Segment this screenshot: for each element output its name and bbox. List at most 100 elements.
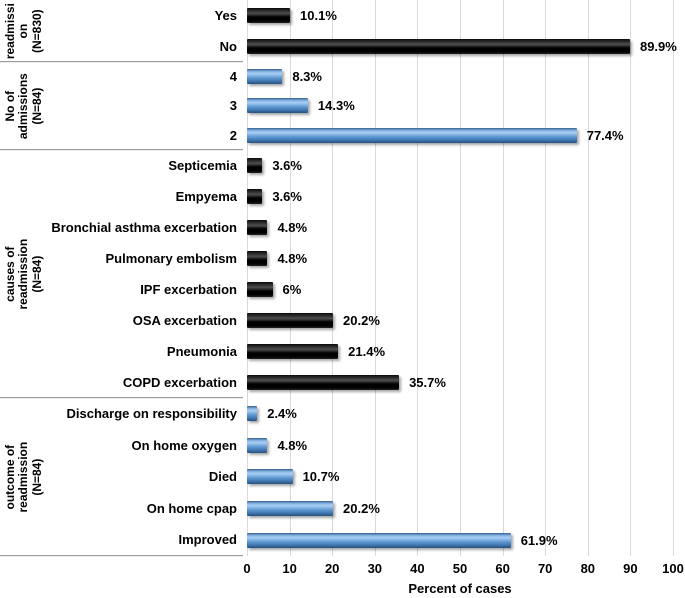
category-label: Discharge on responsibility	[66, 405, 238, 421]
bar	[247, 469, 293, 485]
bar-track: 4.8%	[247, 250, 685, 268]
bar-track: 21.4%	[247, 343, 685, 361]
category-label: 4	[229, 68, 237, 84]
bar	[247, 375, 400, 390]
bar-value-label: 20.2%	[343, 313, 380, 328]
x-axis-tick: 10	[282, 561, 297, 576]
bar-track: 14.3%	[247, 97, 685, 115]
x-axis-title: Percent of cases	[408, 581, 512, 596]
gridline	[630, 0, 632, 556]
x-axis: 0 10 20 30 40 50 60 70 80 90 100	[243, 561, 683, 579]
bar-track: 2.4%	[247, 405, 685, 423]
bar-value-label: 8.3%	[292, 69, 322, 85]
group-label: readmissi on (N=830)	[0, 0, 48, 62]
chart-row: Discharge on responsibility 2.4%	[0, 398, 685, 430]
chart-row: Yes 10.1%	[0, 0, 685, 31]
chart-row: IPF excerbation 6%	[0, 274, 685, 305]
bar-value-label: 21.4%	[348, 344, 386, 359]
x-axis-tick: 70	[537, 561, 553, 576]
category-label: On home oxygen	[131, 437, 237, 453]
chart-row: 4 8.3%	[0, 62, 685, 91]
gridline	[289, 0, 291, 556]
bar-value-label: 10.7%	[302, 469, 340, 485]
bar	[247, 69, 283, 85]
chart-row: 2 77.4%	[0, 121, 685, 150]
bar	[247, 344, 339, 359]
gridline	[460, 0, 461, 556]
bar-track: 20.2%	[247, 500, 685, 518]
group-section: causes of readmission (N=84) Septicemia 3.…	[0, 150, 685, 398]
chart-row: Empyema 3.6%	[0, 181, 685, 212]
bar	[247, 158, 263, 173]
section-divider	[0, 149, 243, 150]
chart-row: COPD excerbation 35.7%	[0, 367, 685, 398]
x-axis-tick: 50	[452, 561, 468, 576]
chart-row: Septicemia 3.6%	[0, 150, 685, 181]
bar-track: 3.6%	[247, 188, 685, 206]
gridline	[502, 0, 504, 556]
gridline	[417, 0, 419, 556]
category-label: Pneumonia	[166, 343, 237, 359]
bar-value-label: 4.8%	[277, 437, 308, 453]
x-axis-tick: 30	[367, 561, 383, 576]
gridline	[374, 0, 376, 556]
group-rows: Yes 10.1% No 89.9%	[0, 0, 685, 62]
chart-row: Pneumonia 21.4%	[0, 336, 685, 367]
category-label: Improved	[178, 532, 237, 548]
bar-value-label: 14.3%	[317, 98, 355, 114]
category-label: Bronchial asthma excerbation	[51, 219, 237, 235]
chart-row: OSA excerbation 20.2%	[0, 305, 685, 336]
chart-row: 3 14.3%	[0, 91, 685, 120]
bar-track: 20.2%	[247, 312, 685, 330]
bar-track: 4.8%	[247, 219, 685, 237]
bar-track: 35.7%	[247, 374, 685, 392]
x-axis-tick: 40	[410, 561, 425, 576]
gridline	[332, 0, 334, 556]
bar-value-label: 89.9%	[639, 39, 677, 54]
bar-track: 8.3%	[247, 68, 685, 86]
chart-row: Died 10.7%	[0, 461, 685, 493]
bar	[247, 127, 577, 143]
section-divider	[0, 61, 243, 62]
group-label-text: causes of readmission (N=84)	[2, 238, 44, 310]
chart-row: Pulmonary embolism 4.8%	[0, 243, 685, 274]
category-label: 2	[229, 127, 237, 143]
bar-track: 89.9%	[247, 38, 685, 56]
gridline	[587, 0, 589, 556]
bar	[247, 437, 268, 453]
group-section: outcome of readmission (N=84) Discharge o…	[0, 398, 685, 556]
category-label: 3	[229, 98, 237, 114]
bar-track: 61.9%	[247, 531, 685, 549]
bar-track: 6%	[247, 281, 685, 299]
category-label: On home cpap	[146, 500, 237, 516]
plot-area	[247, 0, 674, 556]
bar	[247, 98, 308, 114]
bar	[247, 406, 258, 422]
group-label: outcome of readmission (N=84)	[0, 398, 48, 556]
chart-row: On home oxygen 4.8%	[0, 430, 685, 462]
bar-track: 3.6%	[247, 157, 685, 175]
category-label: IPF excerbation	[140, 281, 237, 297]
bar-value-label: 2.4%	[267, 406, 297, 422]
group-label-text: outcome of readmission (N=84)	[2, 441, 44, 513]
category-label: No	[219, 38, 237, 54]
category-label: Septicemia	[168, 157, 237, 173]
section-divider	[0, 555, 243, 556]
gridline	[247, 0, 248, 556]
bar-value-label: 6%	[282, 282, 302, 297]
gridline	[545, 0, 547, 556]
chart-row: Improved 61.9%	[0, 524, 685, 556]
section-divider	[0, 397, 243, 398]
bar	[247, 39, 630, 54]
bar-value-label: 77.4%	[586, 127, 624, 143]
bar-value-label: 4.8%	[277, 251, 308, 266]
bar-track: 4.8%	[247, 436, 685, 454]
bar	[247, 501, 334, 517]
category-label: Empyema	[175, 188, 237, 204]
x-axis-tick: 20	[324, 561, 340, 576]
group-rows: Discharge on responsibility 2.4% On home o…	[0, 398, 685, 556]
bar-value-label: 20.2%	[343, 501, 380, 517]
x-axis-tick: 90	[623, 561, 638, 576]
group-label: No of admissions (N=84)	[0, 62, 48, 150]
